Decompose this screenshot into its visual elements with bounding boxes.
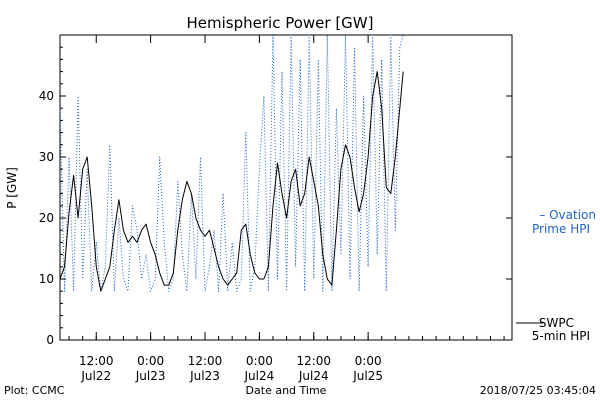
chart-title: Hemispheric Power [GW] bbox=[187, 14, 374, 32]
ovation-prime-hpi-line bbox=[59, 34, 404, 292]
y-tick-label-10: 10 bbox=[39, 272, 54, 286]
x-tick-time-4: 12:00 bbox=[296, 354, 331, 368]
y-tick-label-30: 30 bbox=[39, 150, 54, 164]
x-tick-time-5: 0:00 bbox=[355, 354, 382, 368]
y-tick-label-40: 40 bbox=[39, 89, 54, 103]
y-axis: 0 10 20 30 40 bbox=[39, 46, 512, 347]
x-tick-time-3: 0:00 bbox=[246, 354, 273, 368]
legend-ovation-line2: Prime HPI bbox=[532, 222, 590, 236]
x-tick-date-5: Jul25 bbox=[352, 369, 383, 383]
x-axis-label: Date and Time bbox=[246, 384, 327, 397]
x-tick-date-1: Jul23 bbox=[135, 369, 166, 383]
x-tick-date-2: Jul23 bbox=[189, 369, 220, 383]
legend-swpc-line2: 5-min HPI bbox=[532, 329, 590, 343]
swpc-series-layer bbox=[59, 71, 404, 292]
x-tick-date-0: Jul22 bbox=[80, 369, 111, 383]
y-axis-label: P [GW] bbox=[5, 167, 19, 209]
x-axis: 12:00Jul220:00Jul2312:00Jul230:00Jul2412… bbox=[68, 35, 505, 383]
y-tick-label-0: 0 bbox=[46, 333, 54, 347]
swpc-5min-hpi-line bbox=[59, 71, 404, 292]
legend-ovation-line1: – Ovation bbox=[539, 208, 596, 222]
legend-swpc-line1: SWPC bbox=[539, 316, 574, 330]
ovation-series-layer bbox=[59, 34, 404, 292]
x-tick-time-0: 12:00 bbox=[79, 354, 114, 368]
y-tick-label-20: 20 bbox=[39, 211, 54, 225]
x-tick-date-4: Jul24 bbox=[298, 369, 329, 383]
footer-timestamp: 2018/07/25 03:45:04 bbox=[480, 384, 596, 397]
footer-credit: Plot: CCMC bbox=[4, 384, 65, 397]
x-tick-time-2: 12:00 bbox=[188, 354, 223, 368]
x-tick-time-1: 0:00 bbox=[137, 354, 164, 368]
plot-frame bbox=[59, 34, 513, 341]
x-tick-date-3: Jul24 bbox=[244, 369, 275, 383]
